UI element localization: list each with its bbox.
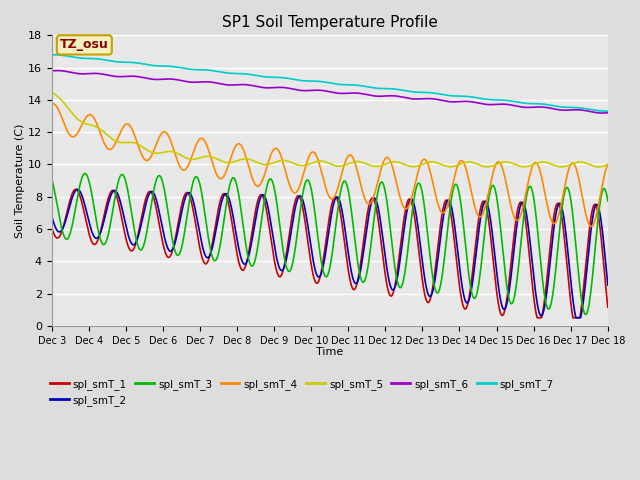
spl_smT_3 <box>167 228 175 234</box>
spl_smT_5 <box>384 160 392 166</box>
spl_smT_3 <box>551 272 559 278</box>
spl_smT_2 <box>74 187 81 192</box>
spl_smT_3 <box>384 207 392 213</box>
spl_smT_6 <box>48 68 56 74</box>
spl_smT_6 <box>604 110 611 116</box>
spl_smT_2 <box>604 281 611 287</box>
spl_smT_1 <box>533 315 541 321</box>
spl_smT_6 <box>551 106 559 112</box>
Line: spl_smT_2: spl_smT_2 <box>52 190 608 318</box>
Title: SP1 Soil Temperature Profile: SP1 Soil Temperature Profile <box>222 15 438 30</box>
spl_smT_1 <box>394 264 402 270</box>
spl_smT_3 <box>48 176 56 181</box>
spl_smT_6 <box>167 76 175 82</box>
spl_smT_3 <box>604 198 612 204</box>
X-axis label: Time: Time <box>316 347 343 357</box>
spl_smT_4 <box>604 162 612 168</box>
Y-axis label: Soil Temperature (C): Soil Temperature (C) <box>15 123 25 238</box>
spl_smT_3 <box>204 227 211 232</box>
spl_smT_3 <box>81 170 89 176</box>
spl_smT_4 <box>384 155 392 160</box>
spl_smT_5 <box>604 162 611 168</box>
spl_smT_5 <box>48 89 56 95</box>
spl_smT_2 <box>551 216 559 222</box>
spl_smT_7 <box>48 52 56 58</box>
spl_smT_7 <box>203 67 211 73</box>
spl_smT_7 <box>604 108 611 114</box>
spl_smT_4 <box>604 162 611 168</box>
spl_smT_3 <box>394 280 402 286</box>
spl_smT_1 <box>204 260 211 266</box>
spl_smT_5 <box>551 163 559 168</box>
spl_smT_5 <box>604 162 612 168</box>
spl_smT_4 <box>49 101 56 107</box>
spl_smT_6 <box>604 110 612 116</box>
Line: spl_smT_3: spl_smT_3 <box>52 173 608 314</box>
spl_smT_5 <box>167 149 175 155</box>
spl_smT_7 <box>604 108 612 114</box>
spl_smT_2 <box>167 248 175 254</box>
spl_smT_4 <box>551 220 559 226</box>
spl_smT_1 <box>72 186 79 192</box>
spl_smT_1 <box>604 303 611 309</box>
spl_smT_1 <box>552 205 559 211</box>
spl_smT_2 <box>572 315 580 321</box>
Line: spl_smT_4: spl_smT_4 <box>52 104 608 227</box>
spl_smT_1 <box>384 287 392 293</box>
Legend: spl_smT_1, spl_smT_2, spl_smT_3, spl_smT_4, spl_smT_5, spl_smT_6, spl_smT_7: spl_smT_1, spl_smT_2, spl_smT_3, spl_smT… <box>46 374 558 410</box>
spl_smT_6 <box>54 68 61 73</box>
spl_smT_7 <box>551 103 559 109</box>
spl_smT_5 <box>394 159 401 165</box>
spl_smT_6 <box>204 79 211 84</box>
spl_smT_6 <box>384 93 392 99</box>
spl_smT_1 <box>48 224 56 230</box>
spl_smT_1 <box>167 252 175 258</box>
spl_smT_3 <box>582 312 589 317</box>
spl_smT_2 <box>48 213 56 219</box>
spl_smT_4 <box>167 139 175 144</box>
spl_smT_2 <box>394 272 402 278</box>
Line: spl_smT_1: spl_smT_1 <box>52 189 608 318</box>
Line: spl_smT_6: spl_smT_6 <box>52 71 608 113</box>
spl_smT_5 <box>595 164 602 170</box>
spl_smT_7 <box>384 86 392 92</box>
spl_smT_7 <box>167 63 175 69</box>
Line: spl_smT_7: spl_smT_7 <box>52 55 608 111</box>
spl_smT_2 <box>604 282 612 288</box>
spl_smT_5 <box>203 154 211 159</box>
spl_smT_4 <box>48 101 56 107</box>
spl_smT_4 <box>394 186 402 192</box>
spl_smT_4 <box>204 143 211 149</box>
spl_smT_4 <box>588 224 595 229</box>
Line: spl_smT_5: spl_smT_5 <box>52 92 608 167</box>
spl_smT_7 <box>394 86 401 92</box>
spl_smT_2 <box>384 273 392 278</box>
spl_smT_2 <box>204 255 211 261</box>
spl_smT_1 <box>604 304 612 310</box>
Text: TZ_osu: TZ_osu <box>60 38 109 51</box>
spl_smT_6 <box>394 94 402 99</box>
spl_smT_6 <box>598 110 606 116</box>
spl_smT_3 <box>604 197 611 203</box>
